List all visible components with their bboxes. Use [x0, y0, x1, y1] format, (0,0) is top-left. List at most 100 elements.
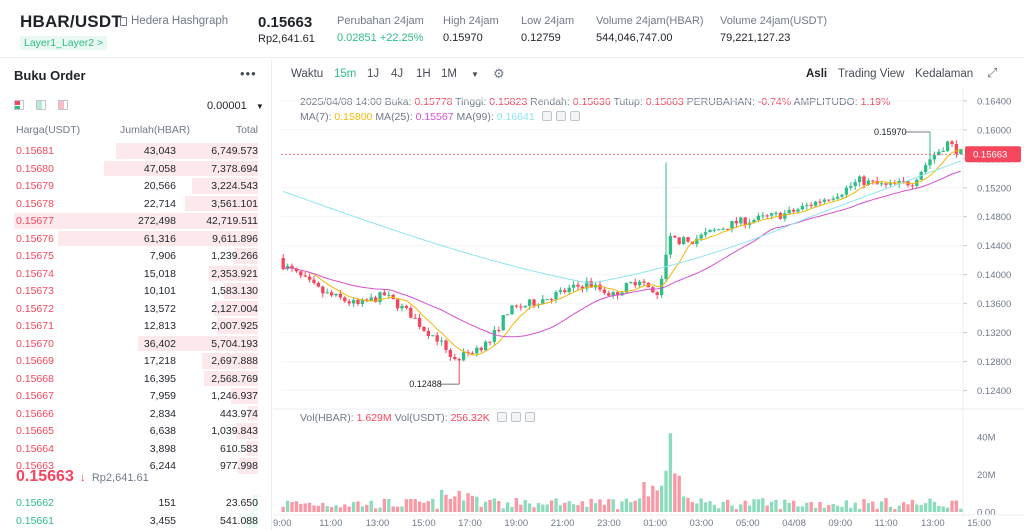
price-tick: 0.13600	[977, 299, 1011, 310]
volume-bar	[461, 500, 466, 512]
bid-row[interactable]: 0.15661 3,455 541.088	[0, 512, 272, 530]
view-tradingview[interactable]: Trading View	[838, 68, 905, 80]
interval-15m[interactable]: 15m	[334, 68, 357, 80]
ask-rows: 0.15681 43,043 6,749.573 0.15680 47,058 7,378…	[0, 142, 272, 475]
pair-symbol[interactable]: HBAR/USDT	[20, 12, 122, 31]
ask-row[interactable]: 0.15673 10,101 1,583.130	[0, 282, 272, 300]
candle-body	[382, 292, 387, 296]
row-amount: 3,898	[149, 442, 176, 455]
time-tick: 13:00	[366, 518, 390, 529]
volume-bar	[413, 499, 417, 512]
candlestick-chart[interactable]: 0.164000.160000.156000.152000.148000.144…	[273, 60, 1024, 530]
vol-settings-icon[interactable]	[510, 412, 521, 422]
bids-only-icon[interactable]	[36, 100, 46, 110]
ask-row[interactable]: 0.15678 22,714 3,561.101	[0, 195, 272, 213]
ask-row[interactable]: 0.15672 13,572 2,127.004	[0, 300, 272, 318]
arrow-down-icon: ↓	[79, 470, 86, 484]
ask-row[interactable]: 0.15663 6,244 977.998	[0, 457, 272, 475]
volume-bar	[303, 503, 307, 512]
volume-bar	[431, 498, 435, 512]
candle-body	[431, 335, 435, 337]
ask-row[interactable]: 0.15676 61,316 9,611.896	[0, 230, 272, 248]
interval-4j[interactable]: 4J	[391, 68, 404, 80]
volume-bar	[844, 500, 849, 512]
row-total: 1,039.843	[211, 425, 258, 437]
gear-icon[interactable]: ⚙	[493, 66, 505, 81]
ask-row[interactable]: 0.15667 7,959 1,246.937	[0, 387, 272, 405]
candle-body	[844, 187, 849, 195]
candle-body	[549, 299, 554, 301]
candle-body	[791, 209, 796, 212]
row-total: 2,353.921	[211, 267, 258, 280]
order-book-panel: Buku Order ••• 0.00001 ▼ Harga(USDT) Jum…	[0, 60, 272, 530]
ask-row[interactable]: 0.15674 15,018 2,353.921	[0, 265, 272, 283]
ask-row[interactable]: 0.15677 272,498 42,719.511	[0, 212, 272, 230]
row-price: 0.15674	[16, 267, 54, 280]
doc-icon	[120, 16, 127, 26]
depth-bar	[214, 300, 258, 316]
ask-row[interactable]: 0.15668 16,395 2,568.769	[0, 370, 272, 388]
candle-body	[369, 297, 373, 301]
volume-bar	[835, 505, 840, 512]
ask-row[interactable]: 0.15666 2,834 443.974	[0, 405, 272, 423]
view-asli[interactable]: Asli	[806, 68, 828, 80]
more-icon[interactable]: •••	[240, 66, 257, 81]
ask-row[interactable]: 0.15675 7,906 1,239.266	[0, 247, 272, 265]
candle-body	[637, 281, 642, 286]
both-sides-icon[interactable]	[14, 100, 24, 110]
candle-body	[787, 209, 791, 214]
row-amount: 16,395	[143, 372, 176, 385]
pair-name[interactable]: Hedera Hashgraph	[120, 15, 228, 27]
vol-hide-icon[interactable]	[496, 412, 507, 422]
time-tick: 01:00	[643, 518, 667, 529]
close-icon[interactable]	[569, 111, 580, 121]
interval-1j[interactable]: 1J	[367, 68, 380, 80]
ask-row[interactable]: 0.15671 12,813 2,007.925	[0, 317, 272, 335]
ask-row[interactable]: 0.15679 20,566 3,224.543	[0, 177, 272, 195]
candle-body	[360, 299, 365, 304]
ohlc-legend: 2025/04/08 14:00 Buka: 0.15778 Tinggi: 0…	[300, 96, 891, 108]
row-total: 443.974	[220, 407, 258, 420]
ask-row[interactable]: 0.15664 3,898 610.583	[0, 440, 272, 458]
ask-row[interactable]: 0.15669 17,218 2,697.888	[0, 352, 272, 370]
order-book-title: Buku Order	[14, 68, 86, 83]
asks-only-icon[interactable]	[58, 100, 68, 110]
hide-icon[interactable]	[541, 111, 552, 121]
decimals-select[interactable]: 0.00001 ▼	[207, 100, 264, 112]
ask-row[interactable]: 0.15681 43,043 6,749.573	[0, 142, 272, 160]
fullscreen-icon[interactable]: ⤢	[987, 65, 998, 80]
ask-row[interactable]: 0.15670 36,402 5,704.193	[0, 335, 272, 353]
vol-close-icon[interactable]	[524, 412, 535, 422]
depth-bar	[233, 248, 258, 264]
candle-body	[589, 281, 593, 288]
interval-1m[interactable]: 1M	[441, 68, 457, 80]
candle-body	[871, 180, 875, 182]
more-intervals-icon[interactable]: ▼	[471, 70, 479, 79]
candle-body	[615, 292, 620, 296]
row-amount: 15,018	[143, 267, 176, 280]
price-tick: 0.12400	[977, 386, 1011, 397]
row-total: 977.998	[220, 460, 258, 472]
candle-body	[299, 271, 303, 276]
row-price: 0.15676	[16, 232, 54, 245]
candle-body	[673, 235, 677, 238]
candle-body	[479, 347, 483, 351]
volume-bar	[923, 503, 928, 512]
view-depth[interactable]: Kedalaman	[915, 68, 974, 80]
candle-body	[681, 237, 686, 245]
candle-body	[840, 194, 844, 197]
pair-tags[interactable]: Layer1_Layer2 >	[20, 36, 108, 50]
bid-row[interactable]: 0.15662 151 23.650	[0, 494, 272, 512]
ask-row[interactable]: 0.15665 6,638 1,039.843	[0, 422, 272, 440]
settings-icon[interactable]	[555, 111, 566, 121]
time-label[interactable]: Waktu	[291, 68, 324, 80]
volume-bar	[761, 498, 765, 512]
ask-row[interactable]: 0.15680 47,058 7,378.694	[0, 160, 272, 178]
time-tick: 9:00	[273, 518, 292, 529]
volume-bar	[598, 499, 602, 512]
interval-1h[interactable]: 1H	[416, 68, 431, 80]
volume-bar	[699, 498, 703, 512]
candle-body	[611, 292, 615, 296]
volume-bar	[536, 502, 541, 512]
volume-bar	[422, 502, 426, 512]
